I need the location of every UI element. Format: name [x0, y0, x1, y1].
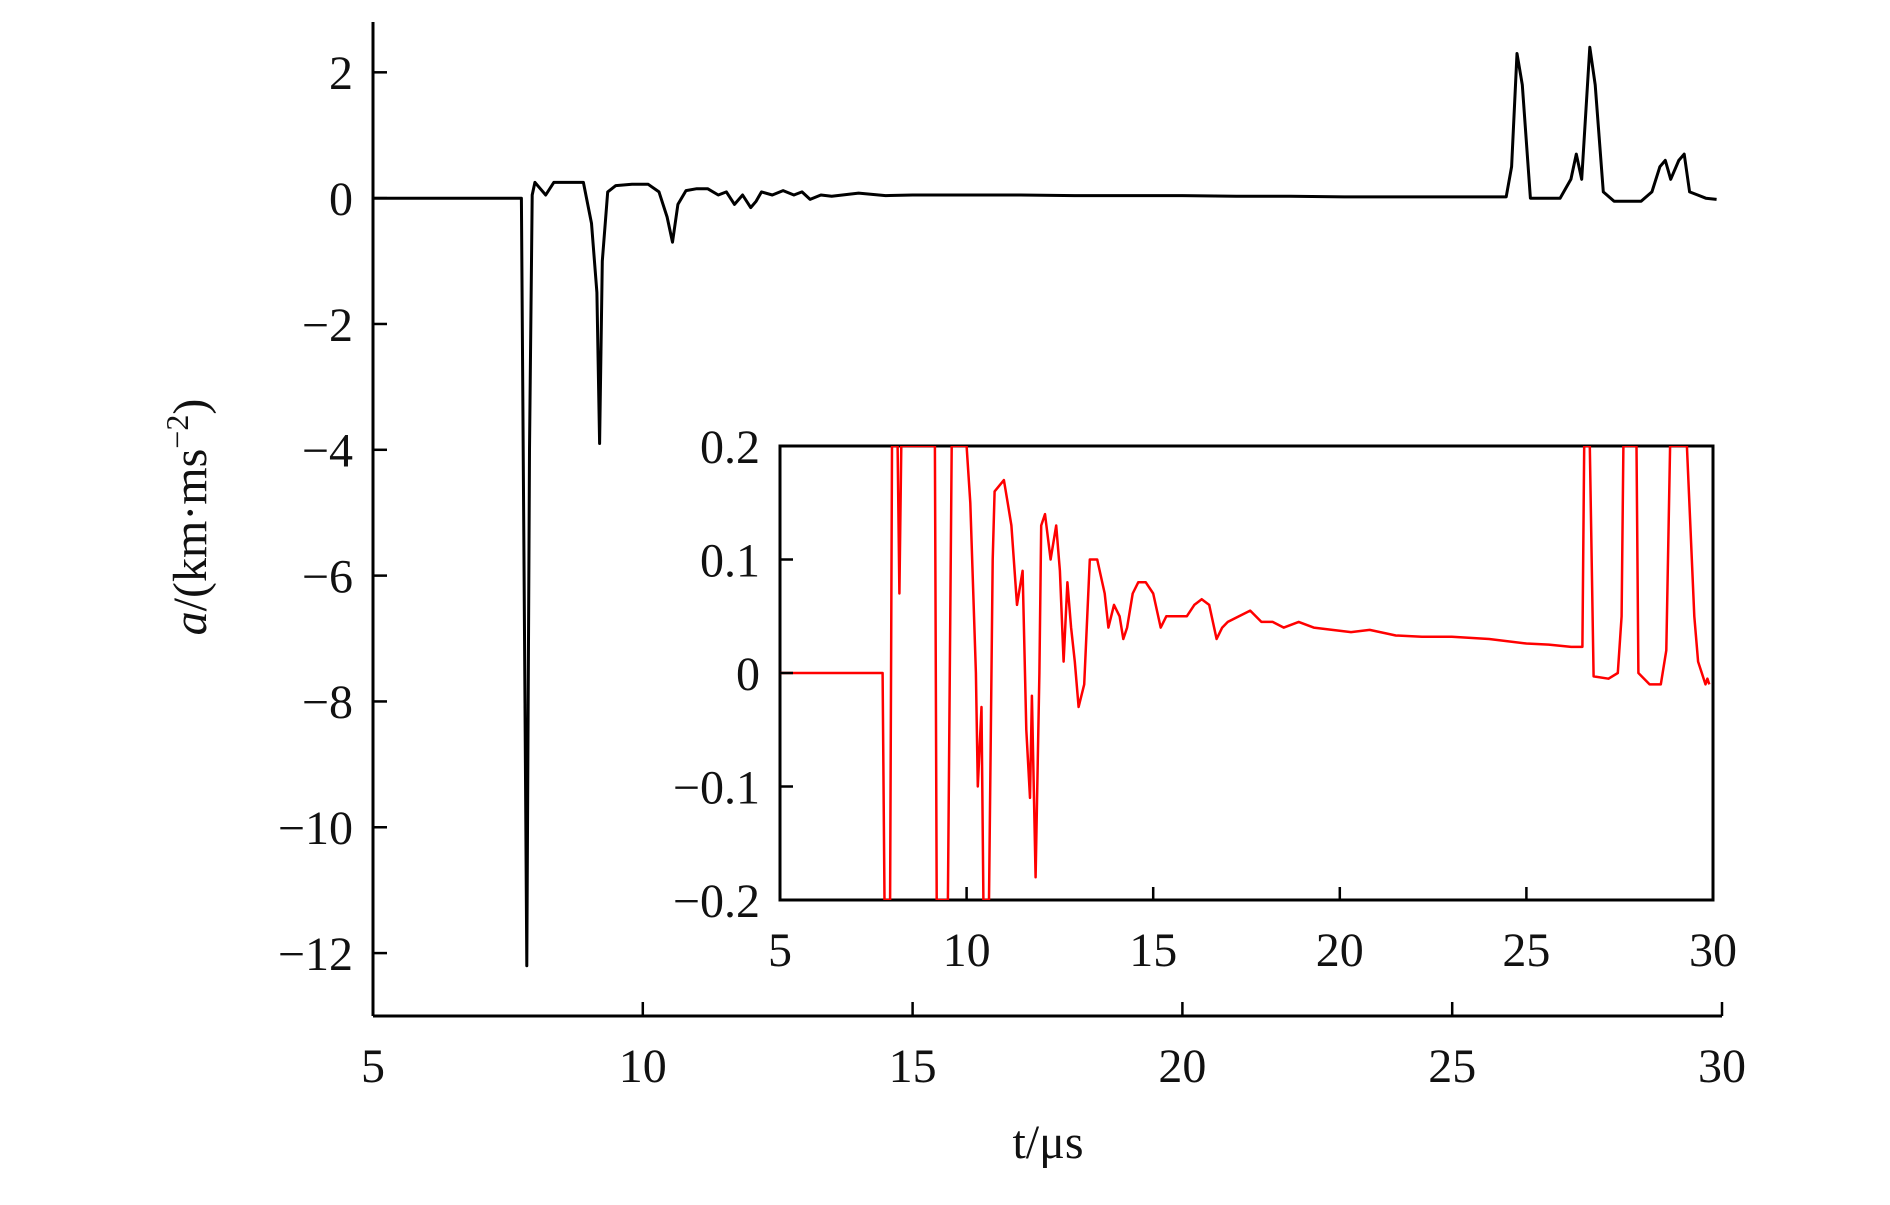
main-x-tick-label: 30: [1698, 1040, 1746, 1093]
main-y-tick-label: −4: [302, 425, 353, 478]
inset-x-tick-label: 20: [1316, 924, 1364, 977]
main-x-tick-label: 20: [1158, 1040, 1206, 1093]
y-axis-label: a/(km·ms−2): [159, 399, 217, 636]
main-x-tick-label: 5: [361, 1040, 385, 1093]
main-y-tick-label: −10: [278, 802, 353, 855]
main-x-tick-label: 25: [1428, 1040, 1476, 1093]
inset-x-tick-label: 30: [1689, 924, 1737, 977]
inset-x-tick-label: 5: [768, 924, 792, 977]
y-axis-label-close: ): [164, 399, 217, 415]
main-y-tick-label: 0: [329, 173, 353, 226]
inset-y-tick-label: −0.1: [673, 761, 760, 814]
main-x-tick-label: 15: [889, 1040, 937, 1093]
y-axis-label-symbol: a: [164, 611, 217, 635]
main-y-tick-label: −8: [302, 676, 353, 729]
inset-plot: 5 10 15 20 25 30 0.2 0.1 0 −0.1 −0.2: [673, 421, 1737, 977]
y-axis-label-unit: /(km·ms: [164, 449, 217, 612]
main-series-line: [373, 45, 1717, 968]
main-y-tick-label: 2: [329, 47, 353, 100]
inset-series-line: [780, 446, 1711, 900]
main-x-tick-label: 10: [619, 1040, 667, 1093]
inset-x-tick-label: 25: [1502, 924, 1550, 977]
main-y-tick-label: −12: [278, 928, 353, 981]
inset-y-tick-label: 0.1: [700, 534, 760, 587]
inset-y-tick-label: 0.2: [700, 421, 760, 474]
inset-x-tick-label: 15: [1129, 924, 1177, 977]
main-y-tick-label: −6: [302, 550, 353, 603]
y-axis-label-exponent: −2: [159, 415, 195, 449]
inset-x-tick-label: 10: [943, 924, 991, 977]
inset-y-tick-label: 0: [736, 648, 760, 701]
x-axis-label: t/μs: [1012, 1116, 1083, 1169]
inset-y-tick-label: −0.2: [673, 875, 760, 928]
inset-frame: [778, 444, 1715, 902]
main-y-tick-label: −2: [302, 299, 353, 352]
